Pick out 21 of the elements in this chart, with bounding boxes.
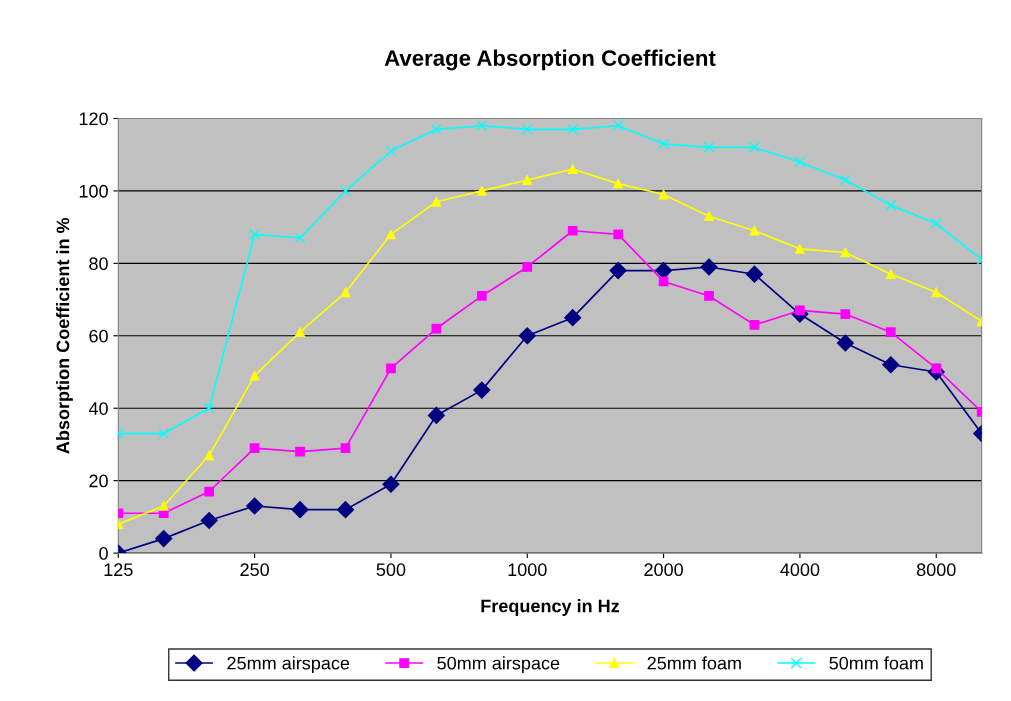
x-tick-label: 250 (240, 563, 269, 577)
x-tick-label: 4000 (780, 563, 820, 577)
legend-label: 25mm foam (647, 656, 741, 670)
x-tick-label: 500 (376, 563, 406, 577)
y-tick-label: 20 (89, 474, 108, 488)
y-tick-label: 60 (89, 329, 108, 343)
legend-label: 50mm airspace (437, 656, 560, 674)
y-tick-label: 100 (79, 184, 108, 198)
y-axis-title: Absorption Coefficient in % (56, 217, 73, 454)
x-tick-label: 125 (104, 563, 133, 577)
x-tick-label: 2000 (644, 563, 683, 577)
legend-label: 50mm foam (829, 656, 923, 670)
y-tick-label: 0 (99, 547, 108, 560)
y-tick-label: 40 (88, 402, 108, 415)
x-axis-title: Frequency in Hz (481, 599, 620, 616)
x-tick-label: 8000 (916, 563, 956, 577)
legend-label: 25mm airspace (227, 656, 350, 674)
y-tick-label: 80 (89, 257, 108, 271)
y-tick-label: 120 (79, 112, 108, 126)
chart-title: Average Absorption Coefficient (384, 49, 716, 71)
x-tick-label: 1000 (508, 563, 547, 577)
